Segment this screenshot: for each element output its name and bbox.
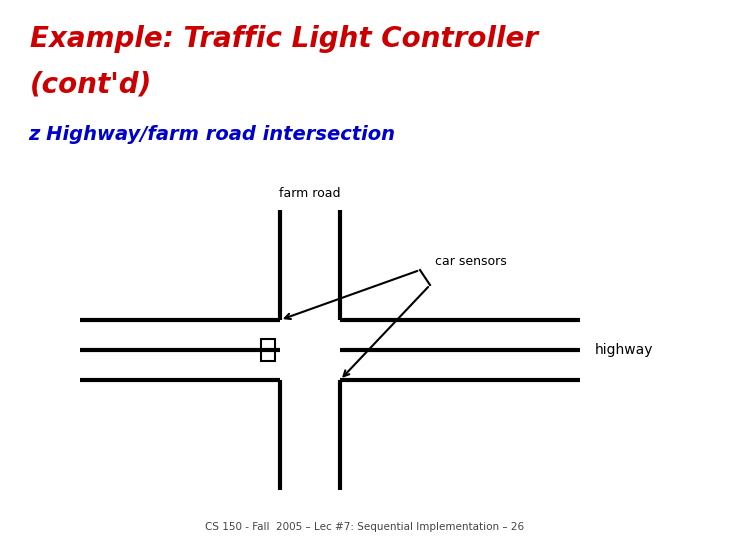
Text: highway: highway	[595, 343, 653, 357]
Text: farm road: farm road	[280, 187, 341, 200]
Text: z Highway/farm road intersection: z Highway/farm road intersection	[28, 125, 395, 144]
Text: car sensors: car sensors	[435, 255, 507, 268]
Text: CS 150 - Fall  2005 – Lec #7: Sequential Implementation – 26: CS 150 - Fall 2005 – Lec #7: Sequential …	[205, 522, 525, 532]
Text: Example: Traffic Light Controller: Example: Traffic Light Controller	[30, 25, 538, 53]
Bar	[261, 339, 275, 361]
Text: (cont'd): (cont'd)	[30, 70, 153, 98]
